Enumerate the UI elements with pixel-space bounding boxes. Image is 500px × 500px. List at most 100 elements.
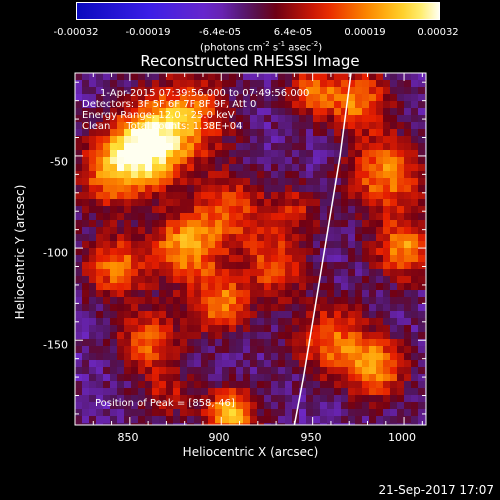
heatmap-cell (208, 115, 216, 123)
heatmap-cell (397, 143, 405, 151)
heatmap-cell (173, 150, 181, 158)
heatmap-cell (341, 332, 349, 340)
heatmap-cell (348, 395, 356, 403)
heatmap-cell (306, 367, 314, 375)
heatmap-cell (327, 185, 335, 193)
heatmap-cell (278, 94, 286, 102)
heatmap-cell (229, 360, 237, 368)
heatmap-cell (194, 339, 202, 347)
heatmap-cell (117, 80, 125, 88)
heatmap-cell (271, 311, 279, 319)
heatmap-cell (89, 423, 97, 425)
heatmap-cell (159, 423, 167, 425)
heatmap-cell (187, 276, 195, 284)
heatmap-cell (89, 80, 97, 88)
heatmap-cell (369, 276, 377, 284)
heatmap-cell (166, 220, 174, 228)
heatmap-cell (187, 374, 195, 382)
heatmap-cell (313, 185, 321, 193)
heatmap-cell (215, 381, 223, 389)
heatmap-cell (327, 374, 335, 382)
heatmap-cell (201, 339, 209, 347)
heatmap-cell (131, 416, 139, 424)
heatmap-cell (278, 409, 286, 417)
heatmap-cell (334, 255, 342, 263)
heatmap-cell (187, 220, 195, 228)
heatmap-cell (110, 381, 118, 389)
heatmap-cell (334, 269, 342, 277)
heatmap-cell (145, 423, 153, 425)
heatmap-cell (82, 178, 90, 186)
heatmap-cell (362, 87, 370, 95)
heatmap-cell (187, 297, 195, 305)
heatmap-cell (96, 213, 104, 221)
heatmap-cell (376, 360, 384, 368)
heatmap-cell (103, 381, 111, 389)
heatmap-cell (222, 213, 230, 221)
heatmap-cell (187, 206, 195, 214)
heatmap-cell (383, 339, 391, 347)
heatmap-cell (96, 241, 104, 249)
heatmap-cell (313, 241, 321, 249)
heatmap-cell (355, 255, 363, 263)
heatmap-cell (320, 206, 328, 214)
heatmap-cell (89, 94, 97, 102)
heatmap-cell (131, 283, 139, 291)
heatmap-cell (215, 73, 223, 81)
heatmap-cell (348, 374, 356, 382)
heatmap-cell (236, 290, 244, 298)
heatmap-cell (390, 248, 398, 256)
heatmap-cell (362, 395, 370, 403)
heatmap-cell (362, 192, 370, 200)
heatmap-cell (124, 423, 132, 425)
heatmap-cell (285, 101, 293, 109)
heatmap-cell (362, 248, 370, 256)
heatmap-cell (285, 311, 293, 319)
heatmap-cell (236, 255, 244, 263)
heatmap-cell (390, 388, 398, 396)
heatmap-cell (215, 150, 223, 158)
heatmap-cell (264, 262, 272, 270)
heatmap-cell (355, 311, 363, 319)
heatmap-cell (348, 255, 356, 263)
heatmap-cell (82, 157, 90, 165)
heatmap-cell (187, 262, 195, 270)
heatmap-cell (152, 101, 160, 109)
heatmap-cell (299, 402, 307, 410)
heatmap-cell (215, 374, 223, 382)
heatmap-cell (131, 115, 139, 123)
heatmap-cell (257, 108, 265, 116)
heatmap-cell (180, 234, 188, 242)
heatmap-cell (145, 332, 153, 340)
heatmap-cell (180, 276, 188, 284)
heatmap-cell (313, 409, 321, 417)
heatmap-cell (180, 318, 188, 326)
heatmap-cell (222, 262, 230, 270)
heatmap-cell (124, 283, 132, 291)
heatmap-cell (362, 325, 370, 333)
heatmap-cell (369, 318, 377, 326)
heatmap-cell (250, 192, 258, 200)
heatmap-cell (299, 248, 307, 256)
heatmap-cell (390, 129, 398, 137)
heatmap-cell (320, 346, 328, 354)
heatmap-cell (82, 129, 90, 137)
heatmap-cell (89, 171, 97, 179)
heatmap-cell (264, 227, 272, 235)
heatmap-cell (383, 220, 391, 228)
heatmap-cell (131, 129, 139, 137)
heatmap-cell (320, 395, 328, 403)
heatmap-cell (173, 108, 181, 116)
heatmap-cell (257, 150, 265, 158)
heatmap-cell (103, 213, 111, 221)
heatmap-cell (236, 122, 244, 130)
heatmap-cell (173, 122, 181, 130)
heatmap-cell (187, 122, 195, 130)
heatmap-cell (292, 367, 300, 375)
heatmap-cell (299, 367, 307, 375)
heatmap-cell (320, 129, 328, 137)
heatmap-cell (110, 262, 118, 270)
heatmap-cell (369, 395, 377, 403)
heatmap-cell (131, 220, 139, 228)
heatmap-cell (117, 262, 125, 270)
